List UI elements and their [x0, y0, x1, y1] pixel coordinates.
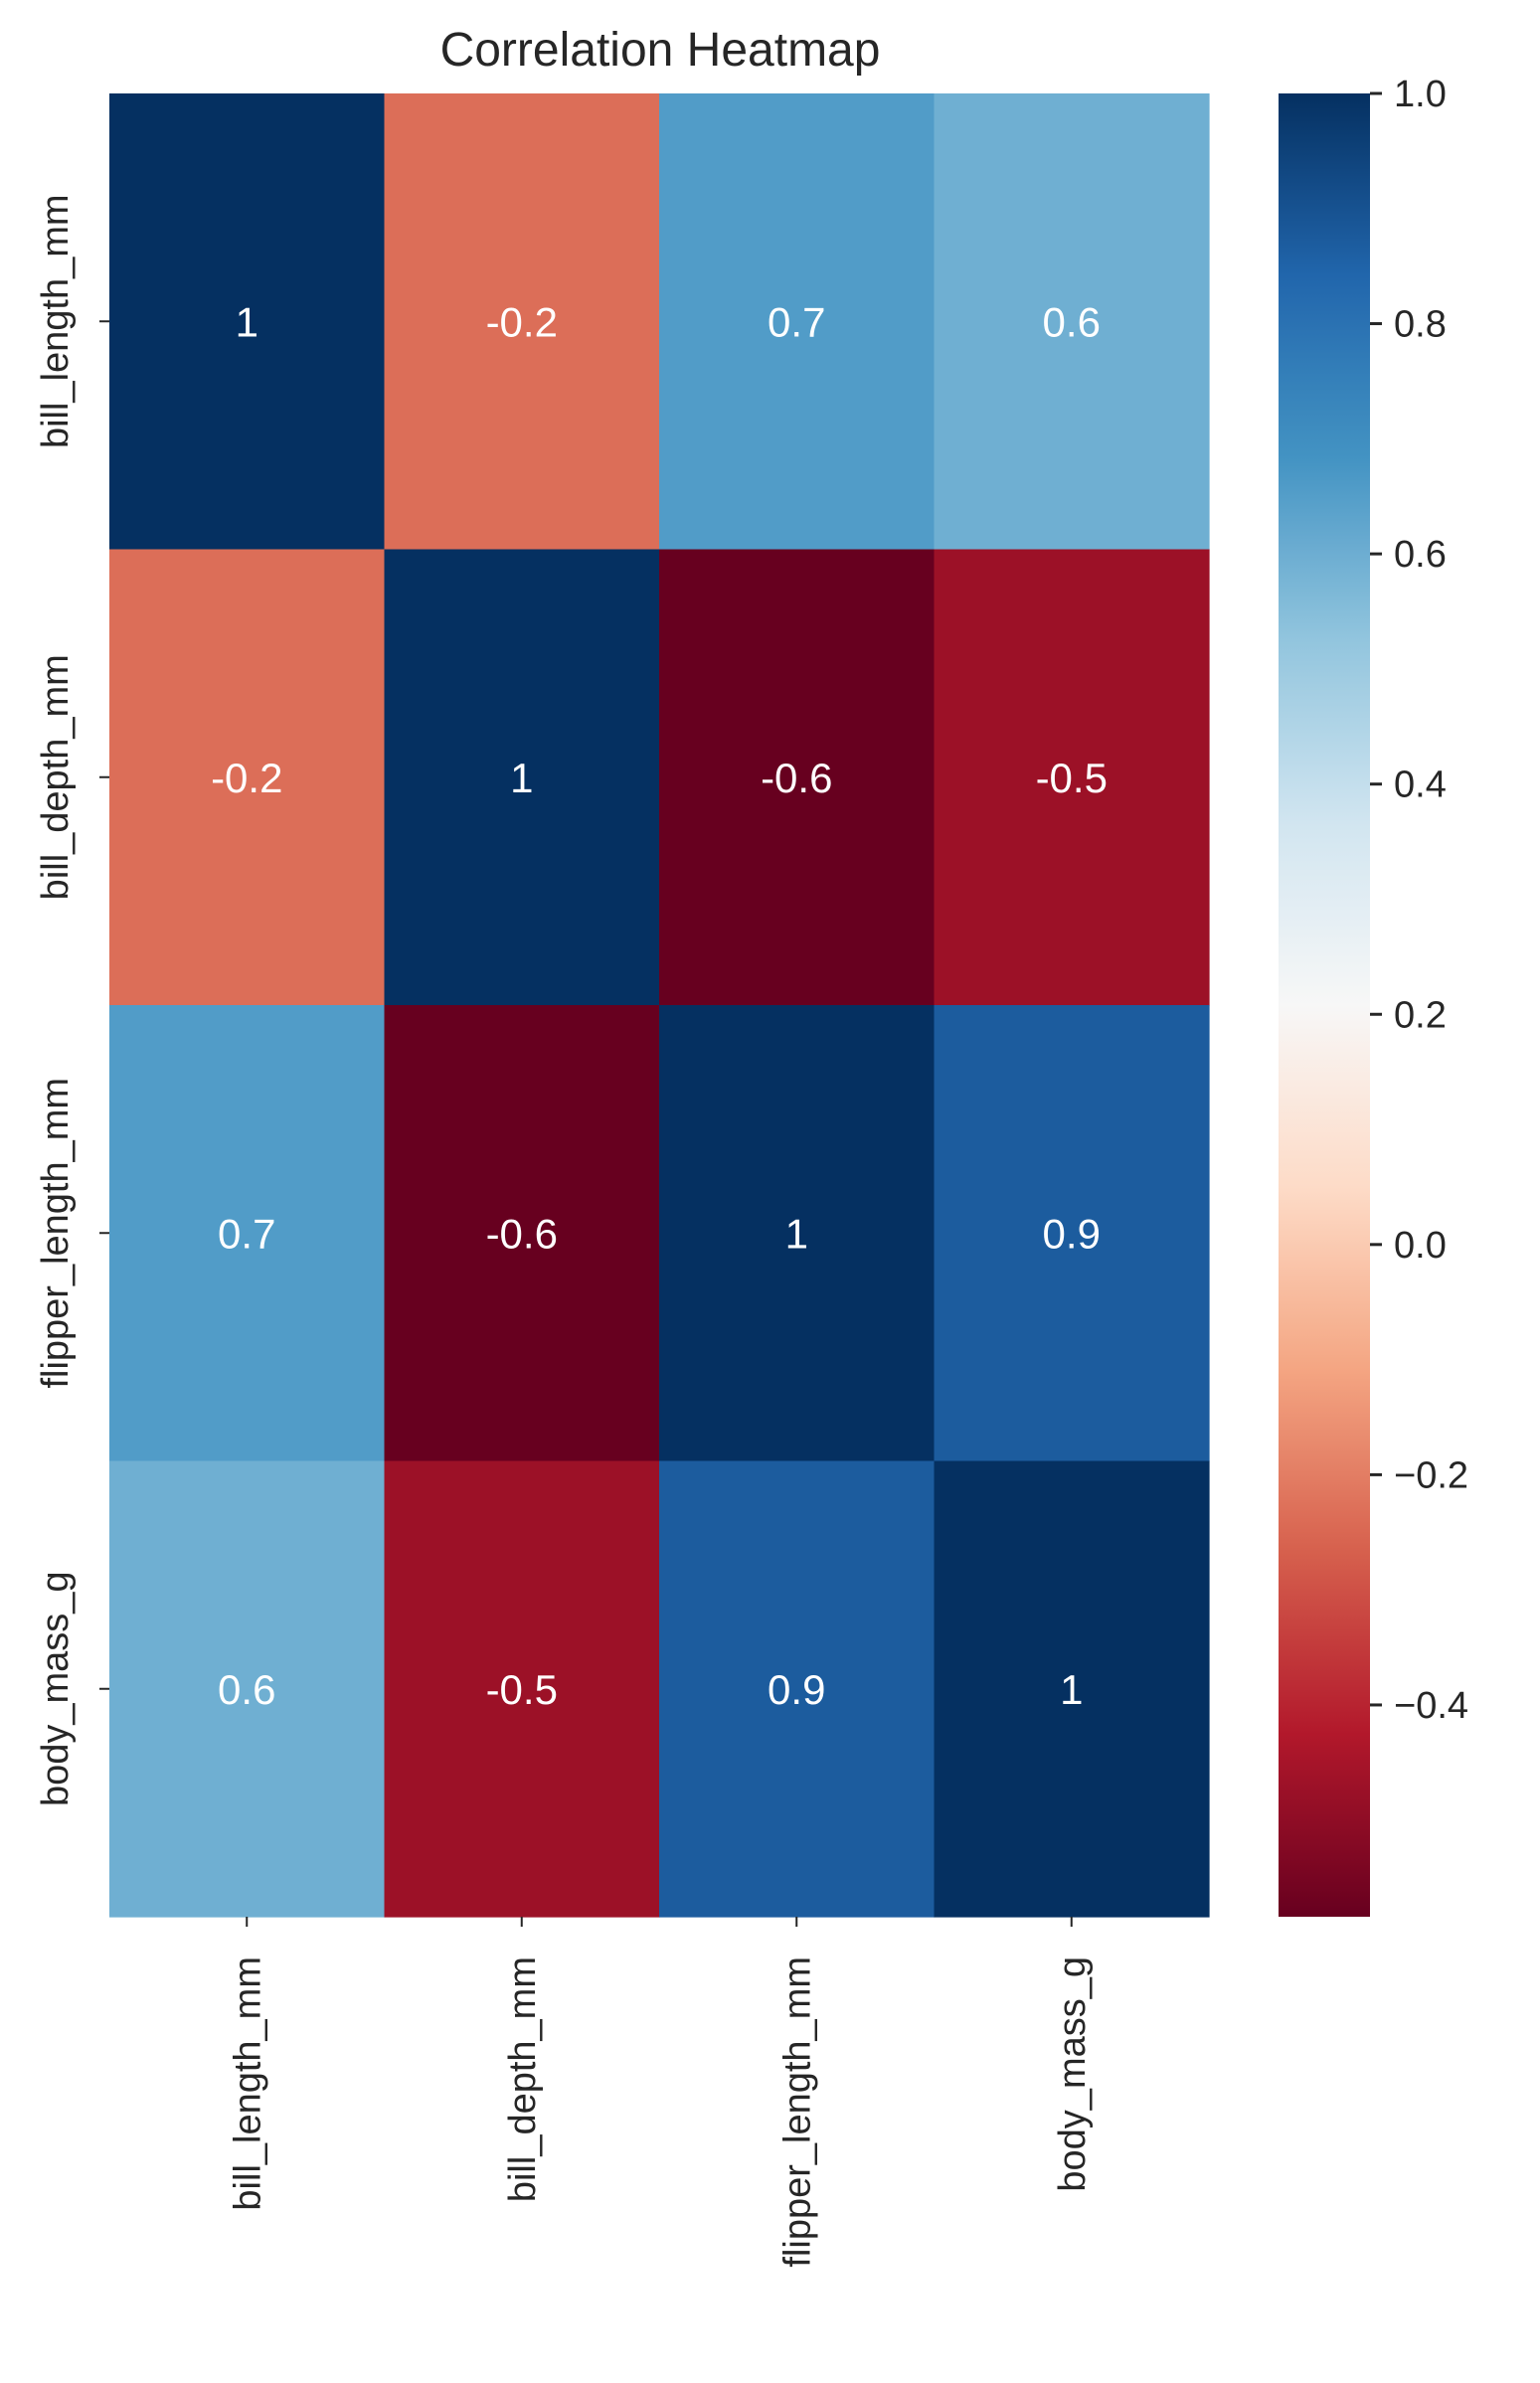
cell-annotation-3-2: 0.9 — [768, 1666, 825, 1713]
x-tick-labels: bill_length_mm bill_depth_mm flipper_lengt… — [227, 1917, 1094, 2268]
heatmap-cells — [109, 93, 1210, 1918]
heatmap-cell-0-1 — [384, 93, 660, 551]
cell-annotation-1-2: -0.6 — [761, 755, 832, 801]
chart-title: Correlation Heatmap — [440, 24, 881, 77]
x-tick-label-3: body_mass_g — [1052, 1957, 1094, 2192]
cell-annotation-1-3: -0.5 — [1036, 755, 1108, 801]
cell-annotation-1-0: -0.2 — [211, 755, 282, 801]
colorbar-tick-label-7: −0.4 — [1394, 1685, 1468, 1727]
heatmap-cell-3-0 — [109, 1460, 386, 1918]
y-tick-label-2: flipper_length_mm — [35, 1078, 77, 1389]
heatmap-cell-2-2 — [659, 1005, 936, 1462]
heatmap-cell-3-2 — [659, 1460, 936, 1918]
heatmap-cell-1-1 — [384, 549, 660, 1006]
cell-annotation-2-0: 0.7 — [218, 1210, 275, 1257]
cell-annotation-0-1: -0.2 — [486, 298, 558, 345]
cell-annotation-0-2: 0.7 — [768, 298, 825, 345]
x-tick-label-2: flipper_length_mm — [776, 1957, 818, 2268]
colorbar: 1.0 0.8 0.6 0.4 0.2 0.0 −0.2 −0.4 — [1279, 74, 1468, 1917]
y-tick-label-3: body_mass_g — [35, 1571, 77, 1806]
colorbar-tick-label-3: 0.4 — [1394, 765, 1447, 806]
heatmap-cell-2-1 — [384, 1005, 660, 1462]
cell-annotation-0-0: 1 — [236, 298, 258, 345]
y-tick-labels: bill_length_mm bill_depth_mm flipper_lengt… — [35, 194, 109, 1806]
cell-annotation-3-3: 1 — [1060, 1666, 1083, 1713]
heatmap-cell-3-3 — [934, 1460, 1210, 1918]
x-tick-label-0: bill_length_mm — [227, 1957, 268, 2211]
x-tick-label-1: bill_depth_mm — [502, 1957, 544, 2202]
heatmap-cell-1-3 — [934, 549, 1210, 1006]
y-tick-label-1: bill_depth_mm — [35, 654, 77, 900]
cell-annotation-2-3: 0.9 — [1043, 1210, 1101, 1257]
heatmap-cell-2-3 — [934, 1005, 1210, 1462]
cell-annotation-3-1: -0.5 — [486, 1666, 558, 1713]
heatmap-cell-2-0 — [109, 1005, 386, 1462]
colorbar-tick-label-2: 0.6 — [1394, 534, 1447, 576]
cell-annotation-2-2: 1 — [785, 1210, 808, 1257]
heatmap-cell-1-2 — [659, 549, 936, 1006]
heatmap-cell-0-0 — [109, 93, 386, 551]
colorbar-tick-label-5: 0.0 — [1394, 1225, 1447, 1267]
colorbar-tick-label-4: 0.2 — [1394, 994, 1447, 1036]
colorbar-tick-label-0: 1.0 — [1394, 74, 1447, 115]
colorbar-tick-label-1: 0.8 — [1394, 304, 1447, 346]
colorbar-gradient — [1279, 93, 1370, 1917]
y-tick-label-0: bill_length_mm — [35, 194, 77, 448]
cell-annotation-3-0: 0.6 — [218, 1666, 275, 1713]
cell-annotation-0-3: 0.6 — [1043, 298, 1101, 345]
heatmap-annotations: 1 -0.2 0.7 0.6 -0.2 1 -0.6 -0.5 0.7 -0.6 1 0.9 0.6 -0… — [211, 298, 1108, 1713]
cell-annotation-1-1: 1 — [510, 755, 533, 801]
cell-annotation-2-1: -0.6 — [486, 1210, 558, 1257]
heatmap-cell-0-3 — [934, 93, 1210, 551]
colorbar-tick-label-6: −0.2 — [1394, 1454, 1468, 1496]
heatmap-cell-0-2 — [659, 93, 936, 551]
heatmap-cell-1-0 — [109, 549, 386, 1006]
heatmap-cell-3-1 — [384, 1460, 660, 1918]
